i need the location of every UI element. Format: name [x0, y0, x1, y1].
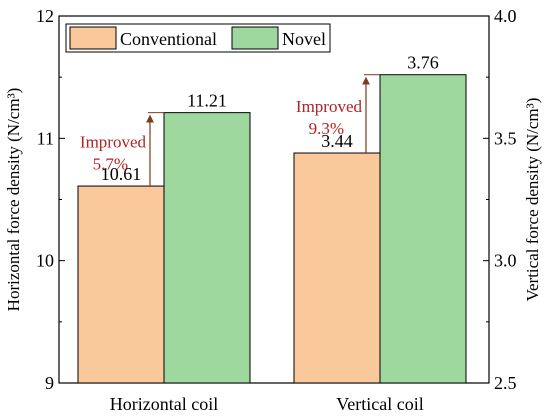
category-label-2: Vertical coil: [336, 394, 423, 414]
legend-label-novel: Novel: [282, 29, 326, 49]
left-axis-title: Horizontal force density (N/cm³): [4, 88, 23, 312]
data-label-novel-1: 11.21: [187, 91, 227, 111]
category-label-1: Horizontal coil: [110, 394, 218, 414]
legend-label-conventional: Conventional: [120, 29, 217, 49]
legend-swatch-novel: [231, 26, 279, 50]
right-tick-label-2.5: 2.5: [494, 373, 517, 393]
bar-novel-vertical-coil: [379, 74, 467, 384]
left-tick-label-12: 12: [36, 6, 54, 26]
bar-conventional-horizontal-coil: [77, 185, 165, 384]
right-tick-label-3.0: 3.0: [494, 251, 517, 271]
data-label-novel-2: 3.76: [407, 53, 439, 73]
bar-novel-horizontal-coil: [163, 112, 251, 384]
right-tick-label-4.0: 4.0: [494, 6, 517, 26]
data-label-conventional-2: 3.44: [321, 131, 353, 151]
left-tick-label-9: 9: [45, 373, 54, 393]
annotation-percent-2: 9.3%: [309, 119, 344, 138]
annotation-percent-1: 5.7%: [93, 154, 128, 173]
left-tick-label-10: 10: [36, 251, 54, 271]
bar-conventional-vertical-coil: [293, 152, 381, 384]
right-tick-label-3.5: 3.5: [494, 128, 517, 148]
data-label-conventional-1: 10.61: [101, 164, 142, 184]
annotation-text-1: Improved: [80, 132, 147, 151]
annotation-text-2: Improved: [296, 97, 363, 116]
left-tick-label-11: 11: [37, 128, 54, 148]
legend-swatch-conventional: [69, 26, 117, 50]
right-axis-title: Vertical force density (N/cm³): [523, 98, 542, 302]
